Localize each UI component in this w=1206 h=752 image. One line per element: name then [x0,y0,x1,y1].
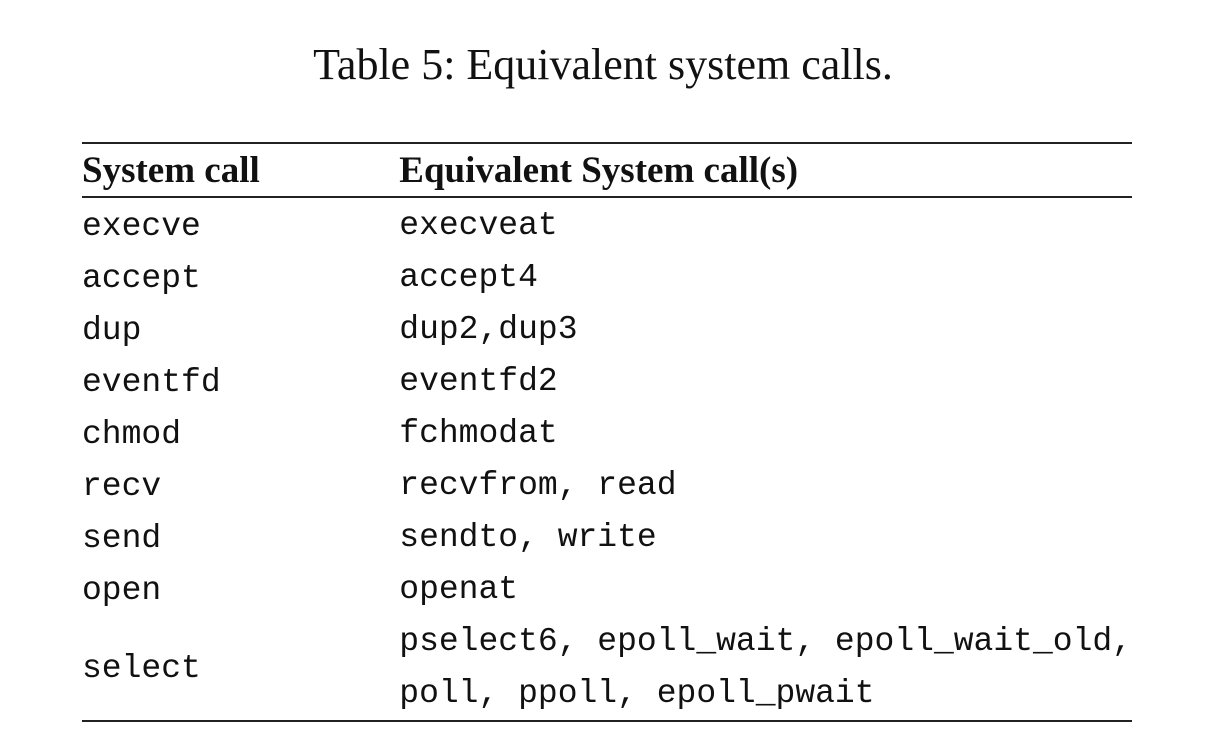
equivalent-call-line: sendto, write [399,519,657,556]
table-row: send sendto, write [82,512,1132,564]
equivalent-call-line: eventfd2 [399,363,558,400]
system-call-cell: accept [82,259,201,297]
header-row: System call Equivalent System call(s) [82,143,1132,198]
table-caption: Table 5: Equivalent system calls. [313,40,893,89]
table-row: execve execveat [82,197,1132,252]
table-row: recv recvfrom, read [82,460,1132,512]
table-row: dup dup2,dup3 [82,304,1132,356]
equivalent-call-line: recvfrom, read [399,467,677,504]
equivalent-call-line: poll, ppoll, epoll_pwait [399,675,875,712]
system-call-cell: dup [82,311,142,349]
table-row: eventfd eventfd2 [82,356,1132,408]
equivalent-calls-cell: openat [399,564,1132,616]
table-row: open openat [82,564,1132,616]
table-body: execve execveat accept accept4 dup dup2,dup3 e… [82,197,1132,721]
equivalent-calls-cell: eventfd2 [399,356,1132,408]
system-call-cell: recv [82,467,162,505]
equivalent-calls-cell: accept4 [399,252,1132,304]
equivalent-calls-cell: sendto, write [399,512,1132,564]
table-row: select pselect6, epoll_wait, epoll_wait_o… [82,616,1132,721]
equivalent-calls-cell: pselect6, epoll_wait, epoll_wait_old,pol… [399,616,1132,721]
equivalent-call-line: openat [399,571,519,608]
equivalent-call-line: dup2,dup3 [399,311,578,348]
system-call-cell: eventfd [82,363,221,401]
equivalent-calls-cell: recvfrom, read [399,460,1132,512]
equivalent-call-line: fchmodat [399,415,558,452]
equivalent-calls-cell: execveat [399,197,1132,252]
header-equivalent-calls: Equivalent System call(s) [399,143,1132,198]
syscall-table: System call Equivalent System call(s) ex… [82,142,1132,722]
header-system-call: System call [82,143,400,198]
syscall-table-container: System call Equivalent System call(s) ex… [82,142,1132,722]
equivalent-calls-cell: fchmodat [399,408,1132,460]
equivalent-call-line: accept4 [399,259,538,296]
table-header: System call Equivalent System call(s) [82,143,1132,198]
system-call-cell: send [82,519,162,557]
equivalent-calls-cell: dup2,dup3 [399,304,1132,356]
system-call-cell: open [82,571,162,609]
system-call-cell: chmod [82,415,182,453]
equivalent-call-line: pselect6, epoll_wait, epoll_wait_old, [399,623,1132,660]
system-call-cell: execve [82,207,201,245]
system-call-cell: select [82,649,201,687]
table-row: chmod fchmodat [82,408,1132,460]
table-row: accept accept4 [82,252,1132,304]
equivalent-call-line: execveat [399,207,558,244]
